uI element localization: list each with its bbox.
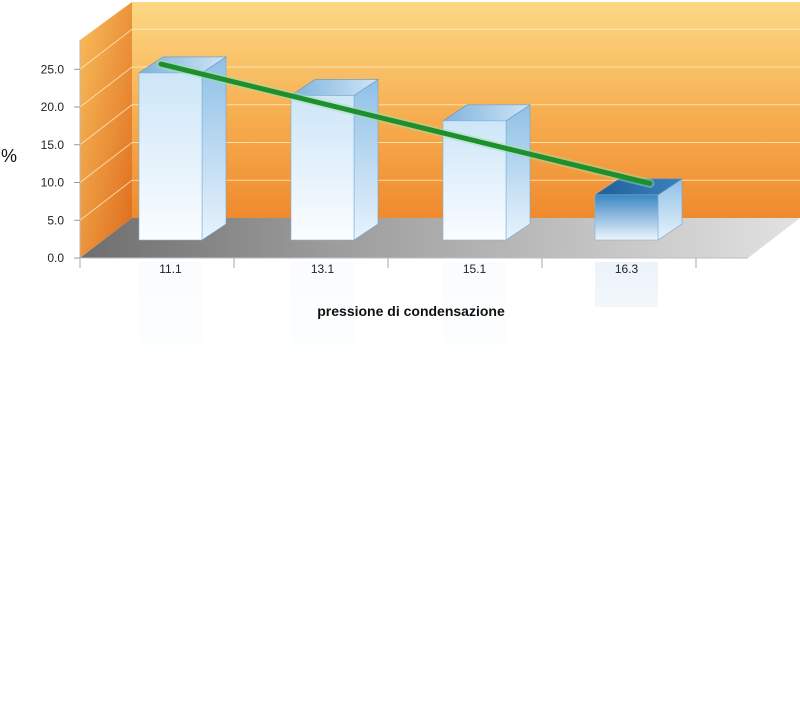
- x-tick-label: 15.1: [463, 262, 487, 276]
- gridline: [79, 142, 800, 183]
- y-tick-label: 0.0: [47, 251, 64, 265]
- bar-side: [201, 56, 227, 241]
- y-tick-label: 5.0: [47, 213, 64, 227]
- y-tick-label: 25.0: [41, 62, 65, 76]
- bar: [290, 78, 379, 241]
- bar: [594, 178, 683, 241]
- bar-side: [505, 104, 531, 241]
- x-axis-label: pressione di condensazione: [317, 303, 505, 319]
- floor-reflection: [0, 258, 800, 398]
- bar-side: [353, 78, 379, 241]
- bar-front: [138, 72, 203, 241]
- x-axis: 11.1 13.1 15.1 16.3: [79, 257, 748, 276]
- y-tick-label: 15.0: [41, 138, 65, 152]
- y-tick-label: 10.0: [41, 176, 65, 190]
- bars: [138, 56, 683, 241]
- x-tick-label: 16.3: [615, 262, 639, 276]
- x-tick-label: 11.1: [159, 262, 182, 276]
- bar-front: [290, 95, 355, 241]
- gridline: [79, 28, 800, 70]
- trend-line: [158, 61, 653, 186]
- bar: [442, 104, 531, 241]
- bar-front: [594, 194, 659, 241]
- y-axis: 0.0 5.0 10.0 15.0 20.0 25.0: [41, 40, 81, 265]
- x-tick-label: 13.1: [311, 262, 335, 276]
- gridline: [79, 104, 800, 146]
- gridline: [79, 179, 800, 221]
- gridlines: [79, 28, 800, 221]
- y-axis-label: %: [1, 146, 17, 166]
- bar-front: [442, 120, 507, 241]
- gridline: [79, 66, 800, 108]
- bar: [138, 56, 227, 241]
- side-wall: [80, 2, 132, 258]
- y-tick-label: 20.0: [41, 100, 65, 114]
- reflection-fade: [0, 258, 800, 398]
- trend-line-group: [156, 59, 655, 188]
